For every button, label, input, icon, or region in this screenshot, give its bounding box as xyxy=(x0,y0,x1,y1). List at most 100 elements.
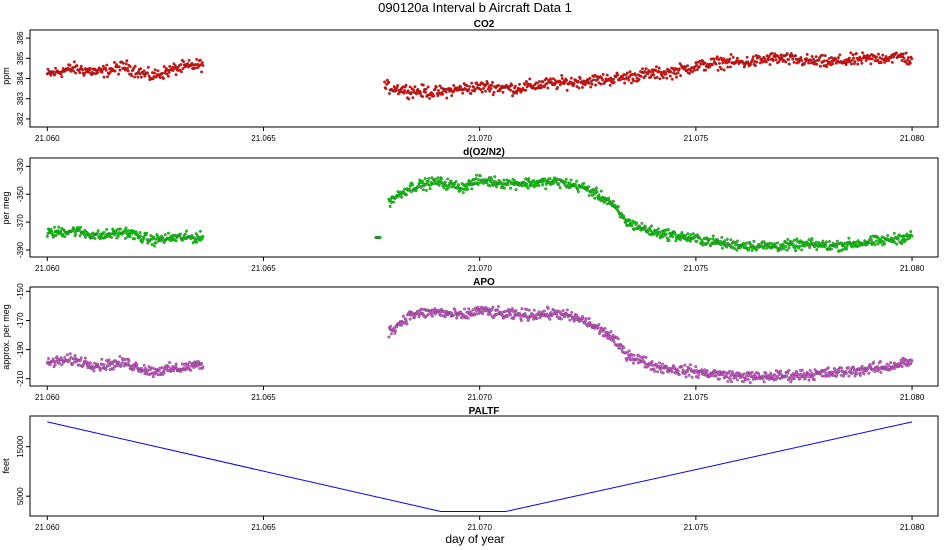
data-point xyxy=(541,80,545,84)
data-point xyxy=(448,89,452,93)
data-point xyxy=(697,373,701,376)
data-point xyxy=(139,234,142,238)
data-point xyxy=(166,74,170,78)
data-point xyxy=(485,181,489,185)
data-point xyxy=(503,186,506,190)
data-point xyxy=(643,74,647,78)
data-point xyxy=(436,176,440,180)
panel-o2n2-title: d(O2/N2) xyxy=(463,147,505,158)
data-point xyxy=(725,245,729,249)
data-point xyxy=(555,312,559,316)
data-point xyxy=(599,82,603,86)
data-point xyxy=(810,237,814,240)
data-point xyxy=(869,235,873,239)
data-point xyxy=(60,75,64,79)
data-point xyxy=(499,181,503,185)
data-point xyxy=(888,368,892,371)
data-point xyxy=(665,365,669,369)
data-point xyxy=(728,369,732,373)
data-point xyxy=(770,374,774,378)
data-point xyxy=(627,78,631,82)
data-point xyxy=(117,360,121,364)
data-point xyxy=(428,96,431,100)
data-point xyxy=(582,181,586,185)
data-point xyxy=(124,62,128,66)
data-point xyxy=(127,359,131,363)
data-point xyxy=(776,375,779,379)
data-point xyxy=(803,62,806,66)
data-point xyxy=(104,68,108,72)
data-point xyxy=(572,319,576,323)
data-point xyxy=(540,86,544,89)
data-point xyxy=(394,329,397,333)
data-point xyxy=(695,239,699,243)
data-point xyxy=(728,57,732,61)
data-point xyxy=(728,377,732,381)
data-point xyxy=(502,316,506,320)
data-point xyxy=(481,312,485,316)
data-point xyxy=(660,74,664,78)
data-point xyxy=(549,311,553,315)
panel-apo-title: APO xyxy=(473,277,495,288)
data-point xyxy=(54,234,58,238)
data-point xyxy=(117,65,121,69)
data-point xyxy=(476,305,480,309)
data-point xyxy=(895,242,899,246)
panel-co2-title: CO2 xyxy=(474,19,495,30)
data-point xyxy=(558,186,562,190)
data-point xyxy=(480,90,484,94)
data-point xyxy=(403,89,407,92)
data-point xyxy=(48,363,52,366)
data-point xyxy=(887,364,891,368)
data-point xyxy=(637,78,641,81)
data-point xyxy=(758,55,761,59)
data-point xyxy=(684,371,687,375)
data-point xyxy=(166,365,170,368)
data-point xyxy=(124,357,128,361)
data-point xyxy=(124,226,128,230)
panel-o2n2: d(O2/N2) per meg xyxy=(1,147,505,225)
data-point xyxy=(900,242,904,246)
panel-paltf-plot: 21.060 21.065 21.070 21.075 21.080 5000 15000 xyxy=(16,415,939,532)
data-point xyxy=(411,183,414,187)
data-point xyxy=(466,187,470,191)
data-point xyxy=(545,81,549,85)
data-point xyxy=(151,375,155,379)
data-point xyxy=(421,83,425,87)
data-point xyxy=(412,88,416,92)
data-point xyxy=(518,82,521,86)
data-point xyxy=(829,247,833,251)
data-point xyxy=(609,330,613,333)
data-point xyxy=(552,181,555,185)
data-point xyxy=(431,314,434,318)
data-point xyxy=(731,370,735,374)
data-point xyxy=(501,90,505,94)
data-point xyxy=(846,366,850,369)
data-point xyxy=(575,179,578,183)
data-point xyxy=(830,56,833,59)
data-point xyxy=(440,177,443,181)
data-point xyxy=(200,61,204,65)
data-point xyxy=(544,187,548,191)
data-point xyxy=(74,232,78,236)
data-point xyxy=(782,247,786,251)
data-point xyxy=(626,356,630,360)
data-point xyxy=(174,362,178,366)
data-point xyxy=(81,68,85,72)
data-point xyxy=(577,86,581,90)
data-point xyxy=(656,232,660,236)
data-point xyxy=(560,77,564,80)
data-point xyxy=(716,68,720,72)
data-point xyxy=(395,325,399,329)
data-point xyxy=(45,234,49,238)
x-tick-label: 21.070 xyxy=(467,264,492,273)
data-point xyxy=(742,380,746,384)
data-point xyxy=(424,87,428,91)
x-tick-label: 21.065 xyxy=(251,134,276,143)
data-point xyxy=(162,65,166,69)
data-point xyxy=(807,378,811,382)
data-point xyxy=(635,357,639,361)
data-point xyxy=(389,332,393,336)
y-tick-label: 385 xyxy=(16,51,25,65)
data-point xyxy=(624,73,628,77)
